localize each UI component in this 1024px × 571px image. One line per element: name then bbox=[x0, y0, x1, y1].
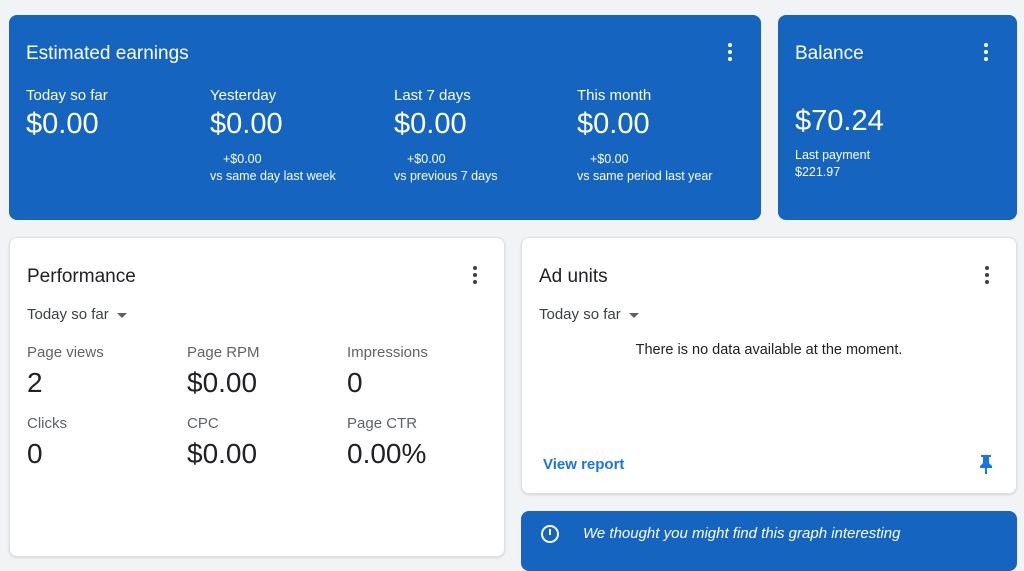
range-label: Today so far bbox=[27, 306, 109, 323]
value: 0.00% bbox=[347, 438, 427, 469]
value: 0 bbox=[347, 367, 363, 398]
insight-banner[interactable]: We thought you might find this graph int… bbox=[521, 511, 1017, 571]
insight-icon bbox=[541, 525, 559, 543]
metric-page-views: Page views 2 bbox=[27, 344, 104, 399]
compare: vs same day last week bbox=[210, 169, 336, 183]
metric-page-rpm: Page RPM $0.00 bbox=[187, 344, 260, 399]
earnings-last-7-days: Last 7 days $0.00 +$0.00 vs previous 7 da… bbox=[394, 87, 498, 185]
value: 2 bbox=[27, 367, 43, 398]
earnings-yesterday: Yesterday $0.00 +$0.00 vs same day last w… bbox=[210, 87, 336, 185]
range-label: Today so far bbox=[539, 306, 621, 323]
value: $0.00 bbox=[187, 367, 258, 398]
balance-card: Balance $70.24 Last payment $221.97 bbox=[778, 15, 1017, 220]
view-report-link[interactable]: View report bbox=[543, 456, 625, 473]
metric-clicks: Clicks 0 bbox=[27, 415, 67, 470]
label: Clicks bbox=[27, 415, 67, 432]
last-payment-label: Last payment bbox=[795, 148, 871, 162]
card-title: Ad units bbox=[539, 266, 608, 287]
caret-down-icon bbox=[628, 312, 639, 318]
value: $0.00 bbox=[210, 108, 283, 140]
more-options-icon[interactable] bbox=[728, 43, 732, 61]
metric-impressions: Impressions 0 bbox=[347, 344, 428, 399]
earnings-today: Today so far $0.00 bbox=[26, 87, 108, 141]
label: Page RPM bbox=[187, 344, 260, 361]
value: $0.00 bbox=[577, 108, 650, 140]
caret-down-icon bbox=[116, 312, 127, 318]
metric-page-ctr: Page CTR 0.00% bbox=[347, 415, 426, 470]
delta: +$0.00 bbox=[590, 152, 629, 166]
value: $0.00 bbox=[187, 438, 258, 469]
label: Page views bbox=[27, 344, 104, 361]
label: CPC bbox=[187, 415, 219, 432]
label: Yesterday bbox=[210, 87, 277, 104]
ad-units-card: Ad units Today so far There is no data a… bbox=[521, 237, 1017, 494]
performance-card: Performance Today so far Page views 2 Pag… bbox=[9, 237, 505, 557]
compare: vs previous 7 days bbox=[394, 169, 498, 183]
value: $0.00 bbox=[394, 108, 467, 140]
card-title: Performance bbox=[27, 266, 136, 287]
metric-cpc: CPC $0.00 bbox=[187, 415, 257, 470]
label: Last 7 days bbox=[394, 87, 471, 104]
delta: +$0.00 bbox=[223, 152, 262, 166]
label: Today so far bbox=[26, 87, 108, 104]
more-options-icon[interactable] bbox=[984, 43, 988, 61]
earnings-this-month: This month $0.00 +$0.00 vs same period la… bbox=[577, 87, 712, 185]
value: $0.00 bbox=[26, 108, 99, 140]
compare: vs same period last year bbox=[577, 169, 713, 183]
pin-icon[interactable] bbox=[978, 454, 994, 474]
balance-value: $70.24 bbox=[795, 105, 884, 137]
more-options-icon[interactable] bbox=[473, 266, 477, 284]
label: This month bbox=[577, 87, 652, 104]
card-title: Balance bbox=[795, 43, 864, 64]
more-options-icon[interactable] bbox=[985, 266, 989, 284]
card-title: Estimated earnings bbox=[26, 43, 189, 64]
range-dropdown[interactable]: Today so far bbox=[539, 306, 639, 323]
label: Page CTR bbox=[347, 415, 418, 432]
last-payment-value: $221.97 bbox=[795, 165, 841, 179]
label: Impressions bbox=[347, 344, 428, 361]
delta: +$0.00 bbox=[407, 152, 446, 166]
empty-state-message: There is no data available at the moment… bbox=[635, 342, 903, 358]
estimated-earnings-card: Estimated earnings Today so far $0.00 Ye… bbox=[9, 15, 761, 220]
value: 0 bbox=[27, 438, 43, 469]
range-dropdown[interactable]: Today so far bbox=[27, 306, 127, 323]
